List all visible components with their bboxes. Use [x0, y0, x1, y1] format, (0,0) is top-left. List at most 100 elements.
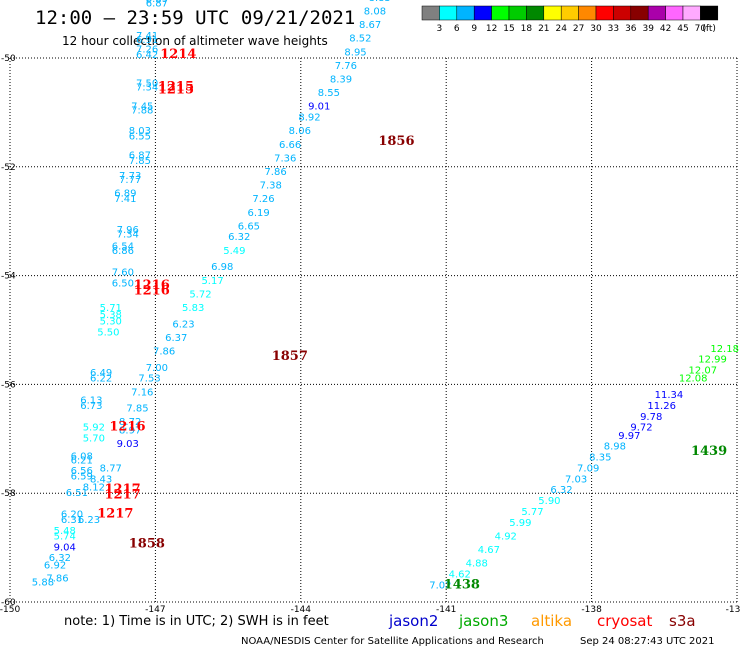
wave-height-value: 6.55: [129, 132, 151, 143]
wave-height-value: 7.77: [119, 175, 141, 186]
colorbar-label: 45: [677, 24, 688, 34]
wave-height-value: 8.69: [146, 0, 168, 5]
wave-height-value: 6.65: [238, 221, 260, 232]
satellite-jason2-label: jason2: [388, 612, 438, 630]
credit-text: NOAA/NESDIS Center for Satellite Applica…: [241, 636, 544, 647]
wave-height-value: 5.88: [32, 578, 54, 589]
colorbar-swatch: [543, 5, 562, 21]
wave-height-value: 8.06: [289, 126, 311, 137]
grid-lines: [9, 57, 738, 603]
colorbar-swatch: [613, 5, 632, 21]
wave-height-value: 9.01: [308, 102, 330, 113]
wave-height-value: 7.41: [114, 194, 136, 205]
colorbar-label: 9: [471, 24, 477, 34]
wave-height-value: 7.03: [565, 474, 587, 485]
pass-time-label: 1217: [105, 488, 141, 503]
colorbar-swatch: [439, 5, 458, 21]
wave-height-value: 8.92: [298, 113, 320, 124]
colorbar-swatch: [560, 5, 579, 21]
wave-height-value: 12.07: [689, 366, 718, 377]
wave-height-value: 6.87: [129, 151, 151, 162]
wave-height-value: 8.77: [100, 463, 122, 474]
wave-height-value: 6.32: [49, 553, 71, 564]
pass-time-label: 1215: [158, 82, 194, 97]
y-tick-label: -56: [1, 380, 16, 390]
wave-height-value: 7.00: [146, 363, 168, 374]
data-points: 5.887.866.926.329.045.745.486.316.206.23…: [32, 0, 739, 591]
colorbar-label: 6: [454, 24, 460, 34]
colorbar-label: 27: [573, 24, 584, 34]
pass-time-label: 1216: [134, 284, 170, 299]
x-tick-label: -150: [0, 605, 20, 615]
wave-height-value: 7.16: [131, 387, 153, 398]
wave-height-value: 6.37: [165, 333, 187, 344]
wave-height-value: 7.73: [119, 171, 141, 182]
wave-height-value: 9.04: [54, 542, 76, 553]
wave-height-value: 5.17: [201, 276, 223, 287]
wave-height-value: 9.03: [117, 439, 139, 450]
wave-height-value: 5.38: [100, 310, 122, 321]
y-tick-label: -50: [1, 54, 16, 64]
wave-height-value: 7.02: [429, 580, 451, 591]
axis-ticks: -150 -147 -144 -141 -138 -13 -50 -52 -54 -56 -58 -6…: [0, 54, 740, 615]
wave-height-value: 6.87: [146, 0, 168, 9]
satellite-jason3-label: jason3: [458, 612, 508, 630]
wave-height-value: 8.03: [129, 126, 151, 137]
wave-height-value: 8.39: [330, 74, 352, 85]
wave-height-value: 9.97: [618, 431, 640, 442]
wave-height-value: 8.43: [90, 474, 112, 485]
wave-height-value: 5.48: [54, 526, 76, 537]
wave-height-value: 8.72: [119, 417, 141, 428]
wave-height-value: 6.31: [61, 515, 83, 526]
colorbar-label: 39: [642, 24, 654, 34]
satellite-legend: jason2 jason3 altika cryosat s3a: [388, 612, 696, 630]
wave-height-value: 6.21: [71, 455, 93, 466]
wave-height-value: 6.86: [112, 246, 134, 257]
wave-height-value: 4.92: [495, 531, 517, 542]
wave-height-value: 7.34: [117, 230, 139, 241]
wave-height-value: 6.20: [61, 510, 83, 521]
wave-height-value: 7.50: [136, 78, 158, 89]
wave-height-value: 5.70: [83, 434, 105, 445]
wave-height-value: 7.26: [252, 194, 274, 205]
wave-height-value: 6.73: [80, 401, 102, 412]
wave-height-value: 6.54: [112, 241, 134, 252]
wave-height-value: 12.99: [698, 355, 727, 366]
pass-time-label: 1856: [378, 134, 414, 149]
wave-height-value: 5.90: [538, 496, 560, 507]
wave-height-value: 6.32: [550, 485, 572, 496]
wave-height-value: 7.53: [138, 374, 160, 385]
wave-height-value: 7.76: [335, 61, 357, 72]
wave-height-value: 7.86: [264, 167, 286, 178]
y-tick-label: -60: [1, 598, 16, 608]
wave-height-value: 8.08: [364, 6, 386, 17]
wave-height-value: 6.56: [71, 466, 93, 477]
colorbar-label: 33: [608, 24, 619, 34]
colorbar-label: 3: [437, 24, 443, 34]
wave-height-value: 6.42: [136, 50, 158, 61]
colorbar-label: (ft): [702, 24, 716, 34]
wave-height-value: 6.91: [136, 35, 158, 46]
wave-height-value: 7.09: [577, 463, 599, 474]
wave-height-value: 5.99: [509, 518, 531, 529]
wave-height-value: 6.13: [80, 395, 102, 406]
wave-height-value: 8.98: [604, 442, 626, 453]
wave-height-value: 6.08: [71, 451, 93, 462]
wave-height-value: 7.86: [46, 573, 68, 584]
wave-height-value: 7.45: [131, 102, 153, 113]
colorbar-label: 15: [503, 24, 514, 34]
footer-note: note: 1) Time is in UTC; 2) SWH is in fe…: [64, 614, 329, 629]
wave-height-value: 6.89: [114, 189, 136, 200]
colorbar-legend: 3 6 9 12 15 18 21 24 27 30 33 36 39 42 45 70(ft): [421, 5, 719, 34]
wave-height-value: 7.38: [260, 181, 282, 192]
wave-height-value: 7.60: [112, 268, 134, 279]
wave-height-value: 7.85: [126, 404, 148, 415]
wave-height-value: 6.59: [71, 472, 93, 483]
pass-time-label: 1217: [97, 507, 133, 522]
colorbar-label: 36: [625, 24, 637, 34]
pass-time-label: 1215: [158, 80, 194, 95]
x-tick-label: -138: [581, 605, 602, 615]
colorbar-swatch: [491, 5, 510, 21]
colorbar-swatch: [473, 5, 492, 21]
